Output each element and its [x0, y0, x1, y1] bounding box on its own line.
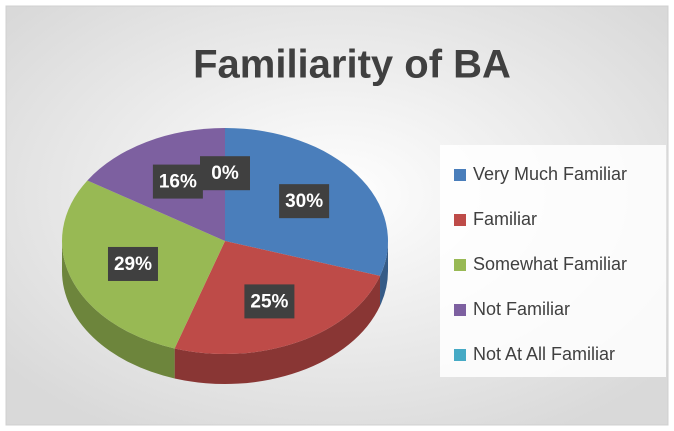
chart-title: Familiarity of BA: [193, 43, 511, 87]
legend-box: [440, 145, 666, 377]
legend-swatch: [454, 169, 466, 181]
pie-side: [62, 241, 175, 379]
data-label-box: [107, 246, 158, 281]
legend-swatch: [454, 259, 466, 271]
data-label-box: [200, 156, 250, 191]
data-label: 25%: [250, 291, 288, 312]
legend-label: Very Much Familiar: [473, 164, 627, 184]
legend-swatch: [454, 304, 466, 316]
data-label: 29%: [114, 254, 152, 275]
data-label: 30%: [285, 191, 323, 212]
legend-label: Not Familiar: [473, 299, 570, 319]
data-label: 16%: [159, 172, 197, 193]
data-label-box: [152, 164, 203, 199]
data-label-box: [244, 284, 295, 319]
legend-swatch: [454, 349, 466, 361]
legend-label: Not At All Familiar: [473, 344, 615, 364]
pie-side: [380, 241, 388, 306]
legend-swatch: [454, 214, 466, 226]
data-label-box: [279, 184, 330, 219]
pie-side: [174, 275, 381, 385]
legend-label: Somewhat Familiar: [473, 254, 627, 274]
data-label: 0%: [211, 163, 239, 184]
legend-label: Familiar: [473, 209, 537, 229]
